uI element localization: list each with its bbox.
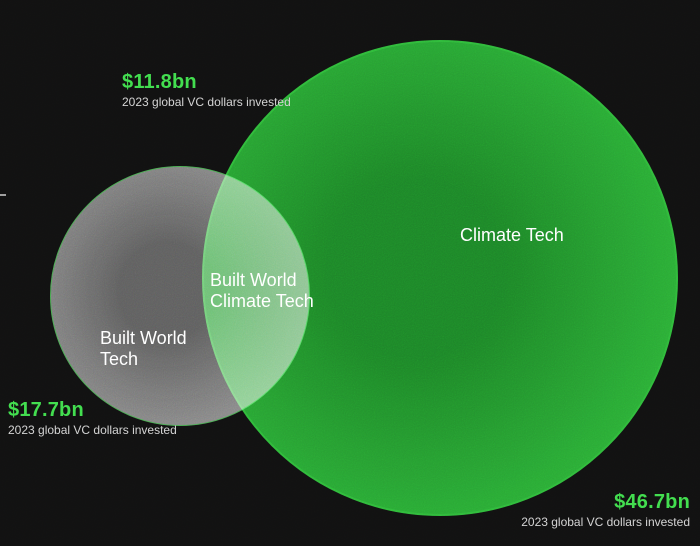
intersection-amount-value: $11.8bn (122, 71, 197, 93)
intersection-amount-subtitle: 2023 global VC dollars invested (122, 95, 291, 110)
built-world-amount-subtitle: 2023 global VC dollars invested (8, 423, 177, 438)
climate-amount-subtitle: 2023 global VC dollars invested (521, 515, 690, 530)
climate-amount: $46.7bn 2023 global VC dollars invested (521, 490, 690, 530)
built-world-amount: $17.7bn 2023 global VC dollars invested (8, 398, 177, 438)
venn-diagram: Climate Tech Built WorldTech Built WorldCl… (0, 0, 700, 546)
climate-tech-label: Climate Tech (460, 225, 564, 246)
built-world-amount-value: $17.7bn (8, 399, 84, 421)
climate-amount-value: $46.7bn (614, 491, 690, 513)
axis-tick (0, 194, 6, 196)
built-world-tech-label: Built WorldTech (100, 328, 187, 370)
intersection-amount: $11.8bn 2023 global VC dollars invested (122, 70, 291, 110)
intersection-label: Built WorldClimate Tech (210, 270, 314, 312)
